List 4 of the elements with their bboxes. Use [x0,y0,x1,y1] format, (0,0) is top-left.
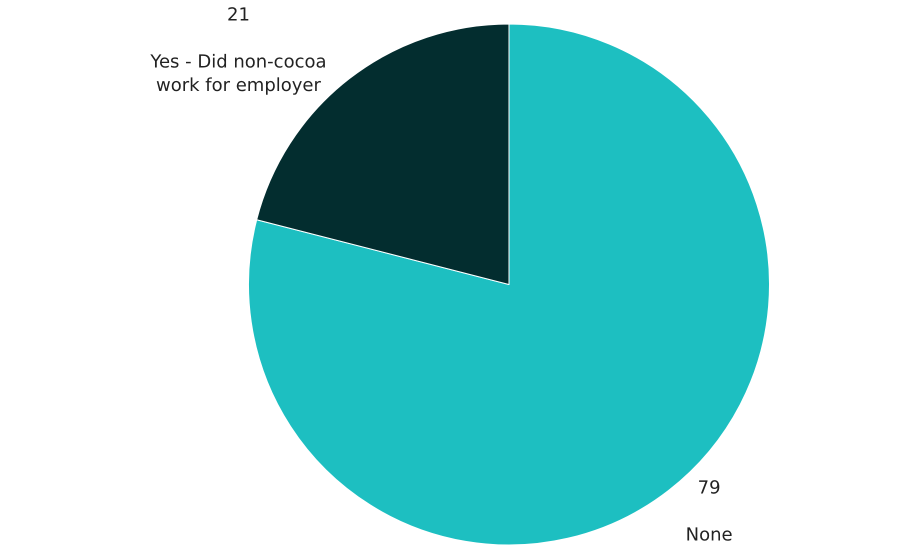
data-label: 21 [226,4,250,26]
slice-label: Yes - Did non-cocoa work for employer [149,51,327,96]
data-label: 79 [698,478,721,499]
slice-label: None [686,524,733,546]
